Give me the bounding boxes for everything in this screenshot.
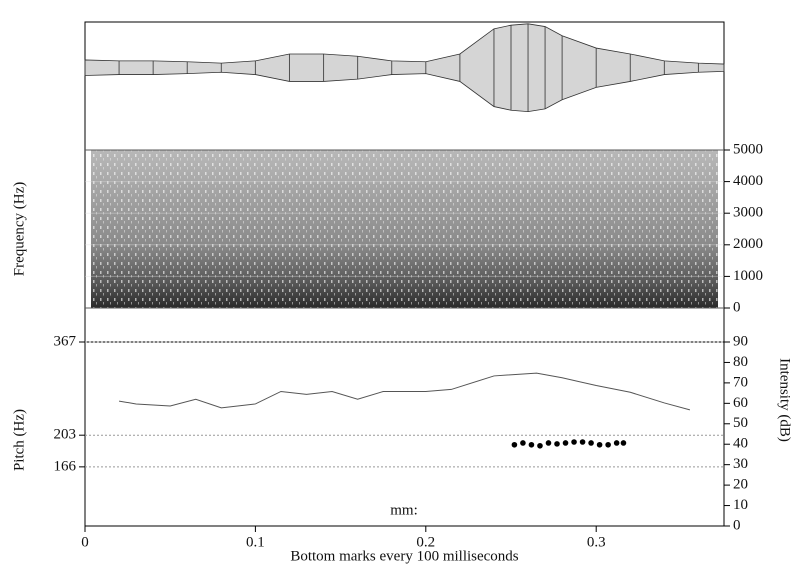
- y2-tick-label: 30: [733, 456, 748, 472]
- pitch-point: [528, 441, 535, 448]
- y-tick-label: 3000: [733, 205, 763, 221]
- x-tick-label: 0.2: [416, 534, 435, 550]
- pitch-point: [520, 440, 526, 446]
- y-tick-label: 367: [54, 333, 77, 349]
- y-tick-label: 5000: [733, 141, 763, 157]
- y2-tick-label: 90: [733, 333, 748, 349]
- intensity-line: [118, 372, 691, 411]
- spectrogram-texture: [91, 150, 718, 308]
- y-tick-label: 203: [54, 427, 77, 443]
- y-tick-label: 2000: [733, 236, 763, 252]
- pitch-point: [588, 440, 594, 446]
- pitch-point: [554, 441, 560, 447]
- y2-tick-label: 50: [733, 415, 748, 431]
- y-axis-label: Pitch (Hz): [11, 409, 27, 471]
- y2-tick-label: 0: [733, 517, 741, 533]
- y2-tick-label: 20: [733, 477, 748, 493]
- pitch-point: [620, 440, 627, 446]
- y2-tick-label: 10: [733, 497, 748, 513]
- pitch-point: [613, 440, 620, 446]
- pitch-point: [579, 439, 586, 445]
- y-tick-label: 1000: [733, 268, 763, 284]
- pitch-point: [562, 440, 569, 446]
- pitch-point: [596, 441, 603, 448]
- y2-tick-label: 70: [733, 374, 748, 390]
- y-tick-label: 0: [733, 299, 741, 315]
- y2-tick-label: 40: [733, 436, 748, 452]
- x-tick-label: 0: [81, 534, 89, 550]
- x-axis-label: Bottom marks every 100 milliseconds: [290, 548, 518, 564]
- pitch-point: [511, 441, 518, 448]
- frame-box: [84, 21, 725, 527]
- y-tick-label: 166: [54, 458, 77, 474]
- y-tick-label: 4000: [733, 173, 763, 189]
- x-tick-label: 0.1: [246, 534, 265, 550]
- y-axis-label: Frequency (Hz): [11, 182, 27, 277]
- y2-axis-label: Intensity (dB): [777, 358, 793, 442]
- waveform: [84, 23, 725, 113]
- pitch-point: [605, 441, 611, 448]
- y2-tick-label: 60: [733, 395, 748, 411]
- frame: [84, 21, 725, 527]
- pitch-point: [571, 439, 577, 445]
- annotation: mm:: [390, 502, 418, 518]
- pitch-point: [545, 440, 552, 446]
- pitch-point: [537, 442, 543, 449]
- x-tick-label: 0.3: [587, 534, 606, 550]
- y2-tick-label: 80: [733, 354, 748, 370]
